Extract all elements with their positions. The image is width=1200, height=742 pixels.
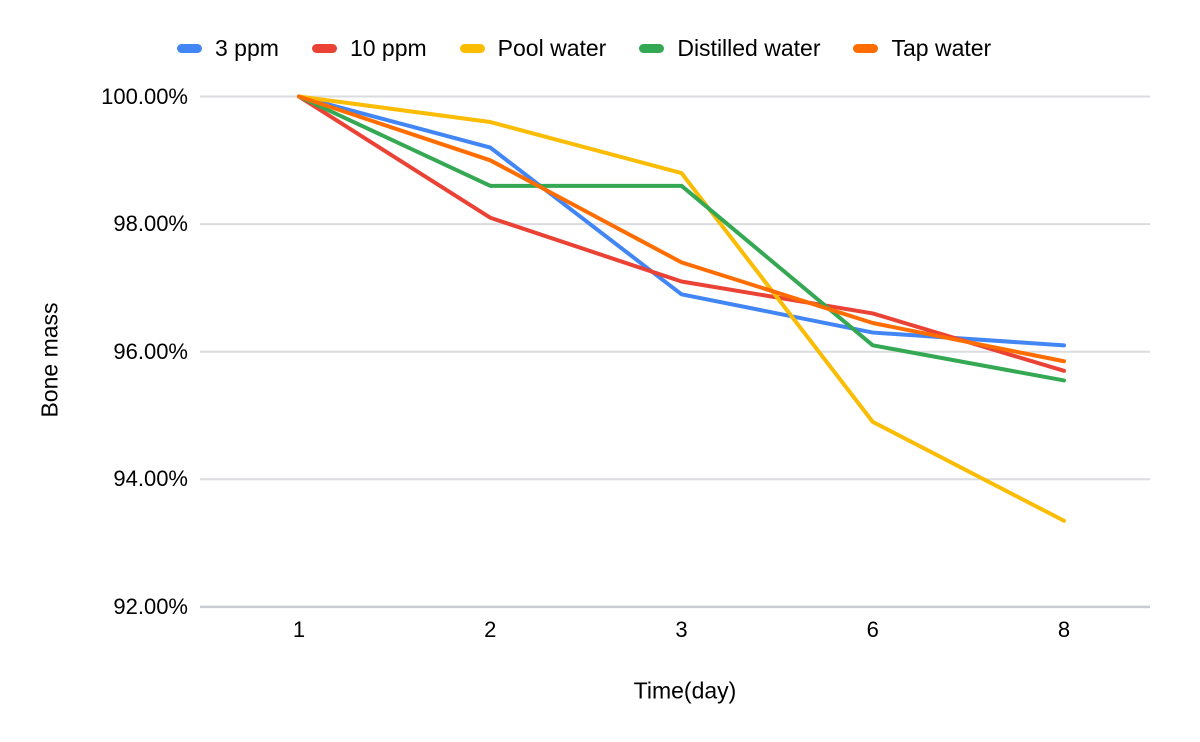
series-line-tap-water [297, 94, 1066, 364]
legend-swatch-3-ppm [177, 44, 202, 53]
legend-label: 10 ppm [349, 35, 427, 61]
x-tick-label: 3 [675, 617, 688, 642]
legend-swatch-tap-water [853, 44, 879, 53]
gridlines [200, 95, 1150, 609]
legend-item-pool-water: Pool water [459, 35, 607, 62]
chart-legend: 3 ppm 10 ppm Pool water Distilled water Tap … [177, 35, 991, 62]
x-tick-label: 2 [484, 617, 497, 642]
x-tick-label: 6 [866, 617, 879, 642]
series-line-10-ppm [297, 94, 1066, 373]
legend-swatch-10-ppm [311, 44, 337, 53]
y-tick-label: 100.00% [101, 83, 188, 109]
series-lines [297, 94, 1066, 523]
legend-label: Pool water [497, 35, 607, 61]
legend-item-3-ppm: 3 ppm [177, 35, 279, 62]
y-tick-label: 96.00% [113, 338, 188, 364]
legend-label: 3 ppm [215, 35, 279, 61]
legend-swatch-pool-water [459, 44, 485, 53]
legend-item-10-ppm: 10 ppm [311, 35, 427, 62]
legend-label: Tap water [891, 35, 992, 61]
y-tick-label: 92.00% [113, 593, 188, 619]
legend-swatch-distilled-water [639, 44, 665, 53]
x-tick-label: 1 [292, 617, 306, 642]
y-tick-label: 98.00% [113, 211, 188, 237]
legend-item-tap-water: Tap water [853, 35, 991, 62]
x-tick-label: 8 [1057, 617, 1071, 642]
series-line-pool-water [297, 94, 1066, 523]
y-axis-title: Bone mass [36, 302, 63, 418]
legend-item-distilled-water: Distilled water [639, 35, 820, 62]
legend-label: Distilled water [677, 35, 821, 61]
x-axis-title: Time(day) [633, 677, 737, 704]
series-line-distilled-water [297, 94, 1066, 383]
y-tick-label: 94.00% [113, 466, 188, 492]
